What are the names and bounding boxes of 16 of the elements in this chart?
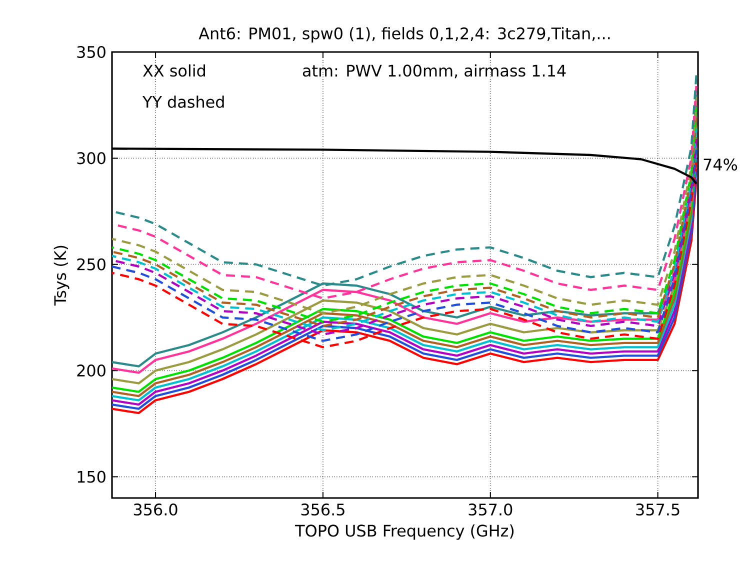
y-tick-label: 200 xyxy=(77,364,106,377)
x-tick-label: 356.5 xyxy=(301,504,344,516)
y-tick-label: 250 xyxy=(77,258,106,270)
annotation: YY dashed xyxy=(142,96,224,108)
x-tick-label: 357.5 xyxy=(636,504,680,516)
y-axis-title: Tsys (K) xyxy=(54,246,70,306)
y-tick-label: 350 xyxy=(77,46,106,58)
x-tick-label: 356.0 xyxy=(134,504,178,516)
x-tick-label: 357.0 xyxy=(468,504,512,516)
annotation: 74% xyxy=(704,158,738,171)
y-tick-label: 150 xyxy=(78,470,106,483)
y-tick-label: 300 xyxy=(77,152,106,164)
annotation: atm: PWV 1.00mm, airmass 1.14 xyxy=(302,64,566,78)
annotation: XX solid xyxy=(142,64,205,77)
x-axis-title: TOPO USB Frequency (GHz) xyxy=(295,524,514,540)
chart-title: Ant6: PM01, spw0 (1), fields 0,1,2,4: 3c279,Titan,... xyxy=(198,27,610,43)
